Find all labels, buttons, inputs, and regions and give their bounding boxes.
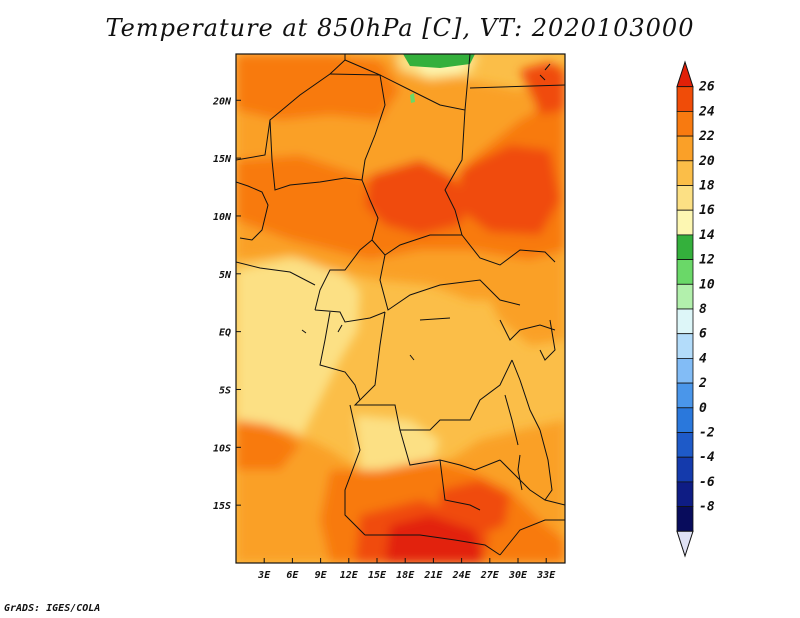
colorbar-swatch [676,333,694,359]
y-tick-label: EQ [219,328,231,339]
colorbar-swatch [676,185,694,211]
colorbar-swatch [676,407,694,433]
y-tick-label: 20N [212,96,232,107]
colorbar-swatch [676,283,694,310]
y-tick-label: 10S [213,443,231,454]
colorbar-label: 2 [698,376,707,391]
x-tick-label: 30E [508,570,528,581]
credit-label: GrADS: IGES/COLA [4,603,101,614]
colorbar-swatch [676,135,694,162]
x-axis: 3E 6E 9E 12E 15E 18E 21E 24E 27E 30E 33E [257,558,556,581]
colorbar-swatch [676,382,694,409]
colorbar-label: 16 [699,203,715,218]
colorbar-overflow-triangle [676,60,694,88]
x-tick-label: 3E [257,570,271,581]
x-tick-label: 18E [396,570,415,581]
x-tick-label: 15E [368,570,387,581]
x-tick-label: 6E [286,570,299,581]
colorbar-label: -4 [699,450,715,465]
colorbar-label: 8 [699,302,707,317]
x-tick-label: 24E [452,570,472,581]
colorbar-label: 14 [699,228,715,243]
colorbar-label: 4 [699,351,707,366]
y-tick-label: 10N [213,212,232,223]
colorbar-label: -8 [699,500,715,515]
colorbar-swatch [676,86,694,112]
colorbar-swatch [676,234,694,260]
colorbar-label: 20 [698,154,715,169]
x-tick-label: 21E [423,570,443,581]
colorbar-swatch [676,481,694,507]
colorbar-label: -6 [699,475,715,490]
colorbar-label: 12 [699,253,715,268]
x-tick-label: 27E [480,570,500,581]
x-tick-label: 12E [340,570,359,581]
chart-title: Temperature at 850hPa [C], VT: 202010300… [105,14,695,42]
colorbar-label: 10 [699,277,715,292]
y-axis: 20N 15N 10N 5N EQ 5S 10S 15S [212,96,241,512]
colorbar-swatch [676,308,694,335]
colorbar-swatch [676,357,694,384]
x-tick-label: 9E [315,570,328,581]
map-frame [235,53,566,564]
colorbar-label: 24 [698,104,715,119]
colorbar-label: -2 [699,426,715,441]
colorbar-label: 22 [698,129,715,144]
temperature-field [236,54,565,563]
green-patch [403,54,475,68]
y-tick-label: 5N [219,270,232,281]
x-tick-label: 33E [536,570,556,581]
colorbar-swatch [676,432,694,458]
colorbar-swatch [676,456,694,483]
y-tick-label: 15S [213,501,231,512]
colorbar-swatch [676,506,694,532]
colorbar-label: 0 [699,401,707,416]
country-borders [236,54,565,556]
colorbar-underflow-triangle [676,530,694,558]
colorbar-swatch [676,160,694,186]
y-tick-label: 15N [213,154,232,165]
colorbar-label: 6 [699,327,707,342]
y-tick-label: 5S [219,385,231,396]
colorbar-label: 18 [699,179,715,194]
colorbar-swatch [676,111,694,137]
colorbar-label: 26 [698,80,715,95]
green-spot [410,93,415,103]
colorbar-swatch [676,259,694,285]
colorbar-swatch [676,209,694,236]
